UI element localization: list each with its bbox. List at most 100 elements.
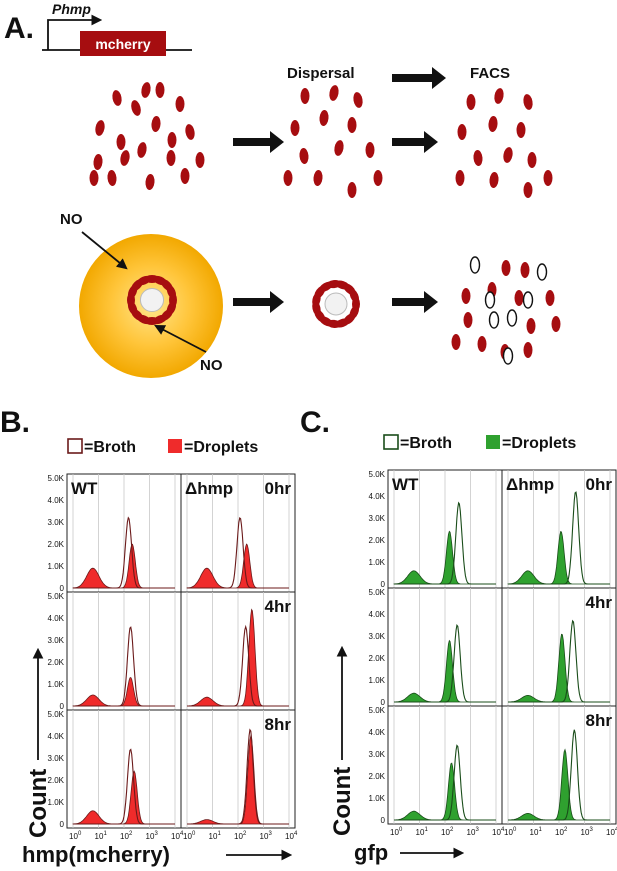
sorted-cell xyxy=(488,311,500,329)
ring-center xyxy=(324,292,348,316)
broth-histogram xyxy=(508,729,610,821)
time-label: 8hr xyxy=(265,715,292,734)
promoter-label: Phmp xyxy=(52,1,91,17)
cell-cluster-with-no xyxy=(89,82,205,190)
y-tick-label: 0 xyxy=(381,816,386,825)
x-tick-exponent: 4 xyxy=(501,827,505,833)
x-tick-label: 10 xyxy=(390,828,399,837)
x-tick-exponent: 1 xyxy=(104,831,108,837)
sorted-cell xyxy=(494,88,504,104)
panel-c: C. =Broth =Droplets WT 5.0K 4.0K 3.0K 2.0K 1.… xyxy=(300,406,617,865)
cell-ring xyxy=(127,275,177,325)
x-tick-exponent: 4 xyxy=(615,827,617,833)
bacterial-cell xyxy=(180,168,190,184)
no-arrow-top xyxy=(81,231,128,270)
no-label-top: NO xyxy=(60,211,83,228)
sorted-cell xyxy=(455,170,465,186)
broth-histogram xyxy=(187,728,289,825)
histogram-cell: WT 5.0K 4.0K 3.0K 2.0K 1.0K 0 xyxy=(369,469,503,589)
sorted-cell xyxy=(501,260,511,276)
bacterial-cell xyxy=(137,142,147,158)
x-tick-exponent: 3 xyxy=(155,831,159,837)
broth-histogram xyxy=(187,624,289,707)
dispersed-cell xyxy=(347,117,357,133)
x-tick-exponent: 4 xyxy=(294,831,298,837)
bacterial-cell xyxy=(141,82,151,98)
x-axis-label-b: hmp(mcherry) xyxy=(22,842,293,867)
histogram-grid-b: WT 5.0K 4.0K 3.0K 2.0K 1.0K 0 Δhmp 0hr 5.0K 4.0K 3.… xyxy=(48,473,298,841)
legend-broth-swatch-c xyxy=(383,434,399,450)
y-tick-label: 4.0K xyxy=(369,492,386,501)
dispersed-cell xyxy=(319,110,329,126)
bacterial-cell xyxy=(195,152,205,168)
dispersed-cell xyxy=(373,170,383,186)
bottom-row-arrow-2 xyxy=(392,291,438,313)
x-tick-exponent: 4 xyxy=(180,831,184,837)
sorted-cell xyxy=(545,290,555,306)
time-label: 4hr xyxy=(265,597,292,616)
x-tick-label: 10 xyxy=(209,832,218,841)
dispersed-cell xyxy=(365,142,375,158)
bacterial-cell xyxy=(116,134,126,150)
legend-droplets-label-c: =Droplets xyxy=(502,435,576,452)
sorted-cell xyxy=(477,336,487,352)
legend-broth-label-c: =Broth xyxy=(400,435,452,452)
broth-histogram xyxy=(508,491,610,585)
y-axis-label-b: Count xyxy=(25,647,52,838)
y-tick-label: 4.0K xyxy=(48,496,65,505)
x-tick-label: 10 xyxy=(183,832,192,841)
dispersed-cell xyxy=(300,88,310,104)
x-tick-label: 10 xyxy=(441,828,450,837)
x-tick-exponent: 0 xyxy=(513,827,517,833)
sorted-cell xyxy=(506,309,518,327)
y-tick-label: 1.0K xyxy=(48,562,65,571)
y-tick-label: 3.0K xyxy=(369,632,386,641)
histogram-cell: Δhmp 0hr xyxy=(180,473,296,593)
sorted-cell xyxy=(523,342,533,358)
gene-construct: Phmp mcherry xyxy=(42,1,192,56)
sorted-cell xyxy=(473,150,483,166)
mcherry-gene-box xyxy=(80,31,166,56)
no-arrow-bottom xyxy=(154,325,207,353)
bacterial-cell xyxy=(120,150,130,166)
sorted-cell xyxy=(457,124,467,140)
sorted-cell xyxy=(514,290,524,306)
sorted-cell xyxy=(523,94,533,110)
panel-b-letter: B. xyxy=(0,406,30,439)
sorted-cell xyxy=(520,262,530,278)
y-tick-label: 0 xyxy=(381,698,386,707)
dispersed-cell xyxy=(329,85,339,101)
legend-droplets-label: =Droplets xyxy=(184,439,258,456)
broth-histogram xyxy=(73,626,175,707)
broth-histogram xyxy=(187,517,289,589)
x-tick-label: 10 xyxy=(171,832,180,841)
dispersed-cell xyxy=(290,120,300,136)
y-tick-label: 5.0K xyxy=(48,474,65,483)
bacterial-cell xyxy=(89,170,99,186)
y-tick-label: 2.0K xyxy=(48,776,65,785)
bacterial-cell xyxy=(93,154,103,170)
x-tick-exponent: 3 xyxy=(476,827,480,833)
x-tick-exponent: 2 xyxy=(450,827,454,833)
legend-droplets-swatch-c xyxy=(486,435,500,449)
legend-droplets-swatch xyxy=(168,439,182,453)
y-tick-label: 3.0K xyxy=(48,636,65,645)
ring-center xyxy=(139,287,165,313)
y-tick-label: 1.0K xyxy=(48,798,65,807)
legend-broth-label: =Broth xyxy=(84,439,136,456)
broth-histogram xyxy=(394,624,496,703)
y-tick-label: 1.0K xyxy=(369,558,386,567)
bacterial-cell xyxy=(167,132,177,148)
sorted-cell xyxy=(523,182,533,198)
x-tick-label: 10 xyxy=(606,828,615,837)
x-tick-label: 10 xyxy=(146,832,155,841)
x-tick-exponent: 1 xyxy=(539,827,543,833)
bacterial-cell xyxy=(131,100,141,116)
count-label-c: Count xyxy=(329,767,356,836)
y-tick-label: 4.0K xyxy=(369,610,386,619)
bacterial-cell xyxy=(145,174,155,190)
